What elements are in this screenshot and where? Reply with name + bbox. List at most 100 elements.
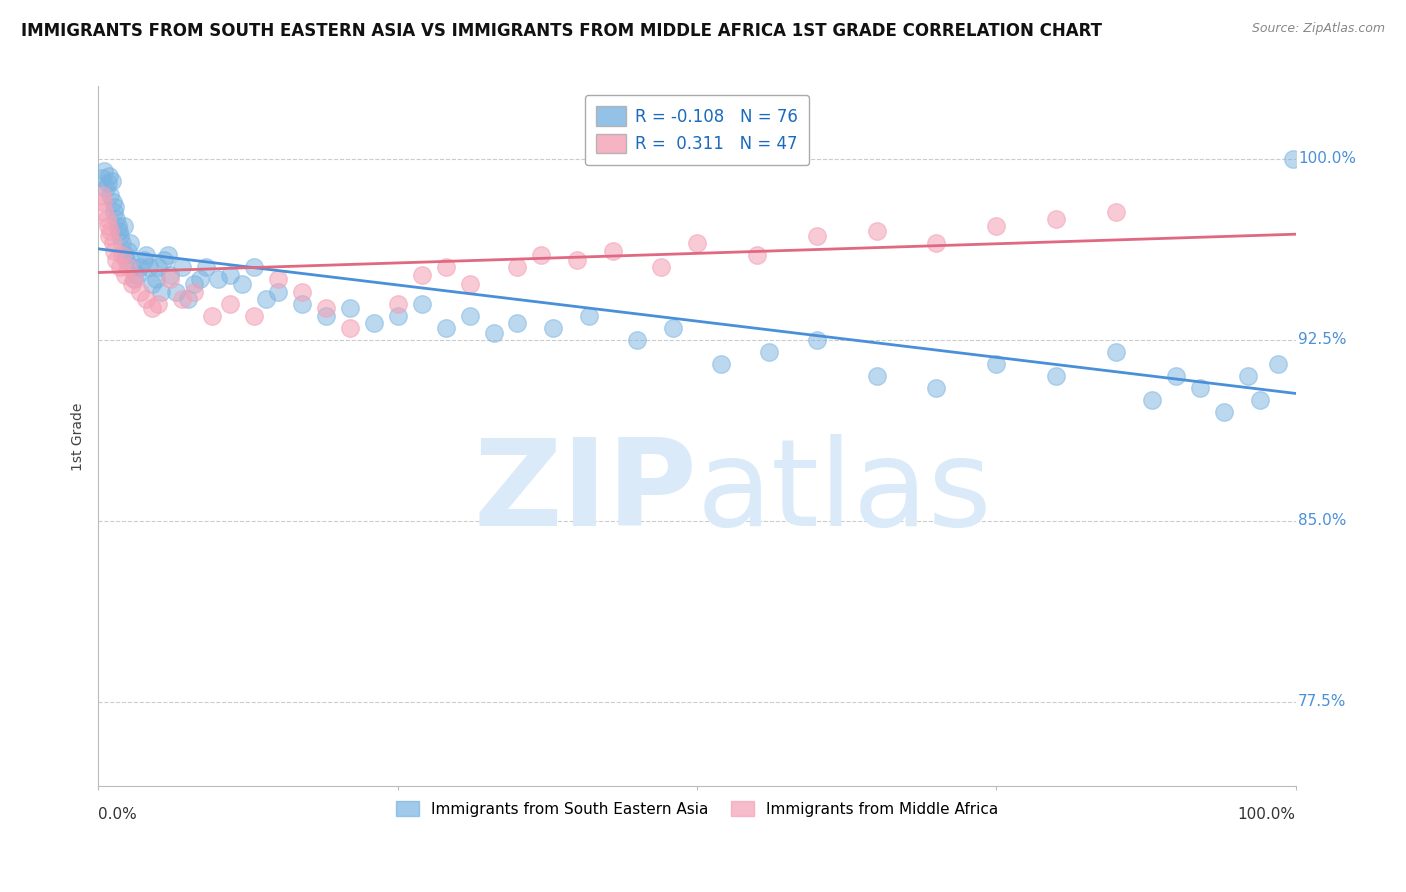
Text: IMMIGRANTS FROM SOUTH EASTERN ASIA VS IMMIGRANTS FROM MIDDLE AFRICA 1ST GRADE CO: IMMIGRANTS FROM SOUTH EASTERN ASIA VS IM… bbox=[21, 22, 1102, 40]
Point bbox=[149, 285, 172, 299]
Point bbox=[121, 260, 143, 275]
Point bbox=[243, 260, 266, 275]
Point bbox=[865, 224, 887, 238]
Point bbox=[111, 236, 134, 251]
Point bbox=[135, 292, 157, 306]
Point bbox=[231, 277, 253, 292]
Point bbox=[411, 268, 433, 282]
Point bbox=[98, 169, 121, 183]
Point bbox=[188, 272, 211, 286]
Point bbox=[865, 369, 887, 384]
Point bbox=[177, 292, 200, 306]
Point bbox=[363, 316, 385, 330]
Point bbox=[291, 285, 314, 299]
Point bbox=[567, 253, 589, 268]
Point bbox=[745, 248, 768, 262]
Point bbox=[650, 260, 672, 275]
Point bbox=[219, 268, 242, 282]
Point bbox=[141, 301, 163, 316]
Point bbox=[925, 236, 948, 251]
Point bbox=[124, 272, 146, 286]
Point bbox=[141, 277, 163, 292]
Point bbox=[1105, 205, 1128, 219]
Point bbox=[159, 272, 181, 286]
Point bbox=[107, 219, 129, 234]
Point bbox=[662, 320, 685, 334]
Point bbox=[115, 253, 138, 268]
Point bbox=[103, 205, 125, 219]
Point bbox=[138, 260, 160, 275]
Point bbox=[153, 253, 176, 268]
Point bbox=[118, 236, 141, 251]
Point bbox=[387, 296, 409, 310]
Point bbox=[103, 244, 125, 258]
Point bbox=[96, 212, 118, 227]
Point bbox=[100, 188, 122, 202]
Point bbox=[104, 200, 127, 214]
Point bbox=[1212, 405, 1234, 419]
Point bbox=[114, 268, 136, 282]
Point bbox=[201, 309, 224, 323]
Point bbox=[1236, 369, 1258, 384]
Point bbox=[434, 260, 457, 275]
Point bbox=[986, 219, 1008, 234]
Point bbox=[94, 180, 117, 194]
Point bbox=[267, 285, 290, 299]
Point bbox=[1249, 393, 1271, 408]
Point bbox=[107, 224, 129, 238]
Point bbox=[254, 292, 277, 306]
Point bbox=[172, 260, 194, 275]
Point bbox=[506, 316, 529, 330]
Point bbox=[434, 320, 457, 334]
Point bbox=[207, 272, 229, 286]
Point bbox=[135, 248, 157, 262]
Point bbox=[108, 260, 131, 275]
Point bbox=[108, 229, 131, 244]
Point bbox=[148, 260, 170, 275]
Point bbox=[145, 272, 167, 286]
Point bbox=[1045, 212, 1067, 227]
Point bbox=[482, 326, 505, 340]
Point bbox=[291, 296, 314, 310]
Point bbox=[114, 248, 136, 262]
Text: 100.0%: 100.0% bbox=[1298, 152, 1355, 166]
Point bbox=[1045, 369, 1067, 384]
Point bbox=[602, 244, 624, 258]
Point bbox=[91, 195, 114, 210]
Point bbox=[758, 345, 780, 359]
Point bbox=[91, 171, 114, 186]
Point bbox=[806, 333, 828, 347]
Point bbox=[183, 277, 205, 292]
Point bbox=[97, 176, 120, 190]
Point bbox=[91, 188, 114, 202]
Point bbox=[195, 260, 218, 275]
Point bbox=[97, 219, 120, 234]
Point bbox=[101, 195, 124, 210]
Point bbox=[183, 285, 205, 299]
Point bbox=[132, 253, 155, 268]
Point bbox=[124, 272, 146, 286]
Text: 85.0%: 85.0% bbox=[1298, 514, 1347, 528]
Point bbox=[111, 248, 134, 262]
Point bbox=[458, 277, 481, 292]
Point bbox=[243, 309, 266, 323]
Text: ZIP: ZIP bbox=[474, 434, 697, 551]
Point bbox=[339, 320, 361, 334]
Text: 92.5%: 92.5% bbox=[1298, 333, 1347, 347]
Point bbox=[129, 285, 152, 299]
Text: atlas: atlas bbox=[697, 434, 993, 551]
Point bbox=[1188, 381, 1211, 395]
Point bbox=[105, 253, 128, 268]
Point bbox=[1105, 345, 1128, 359]
Point bbox=[626, 333, 648, 347]
Point bbox=[925, 381, 948, 395]
Point bbox=[172, 292, 194, 306]
Point bbox=[1140, 393, 1163, 408]
Point bbox=[93, 164, 115, 178]
Point bbox=[129, 260, 152, 275]
Point bbox=[148, 296, 170, 310]
Point bbox=[315, 301, 337, 316]
Point bbox=[98, 229, 121, 244]
Point bbox=[339, 301, 361, 316]
Point bbox=[159, 268, 181, 282]
